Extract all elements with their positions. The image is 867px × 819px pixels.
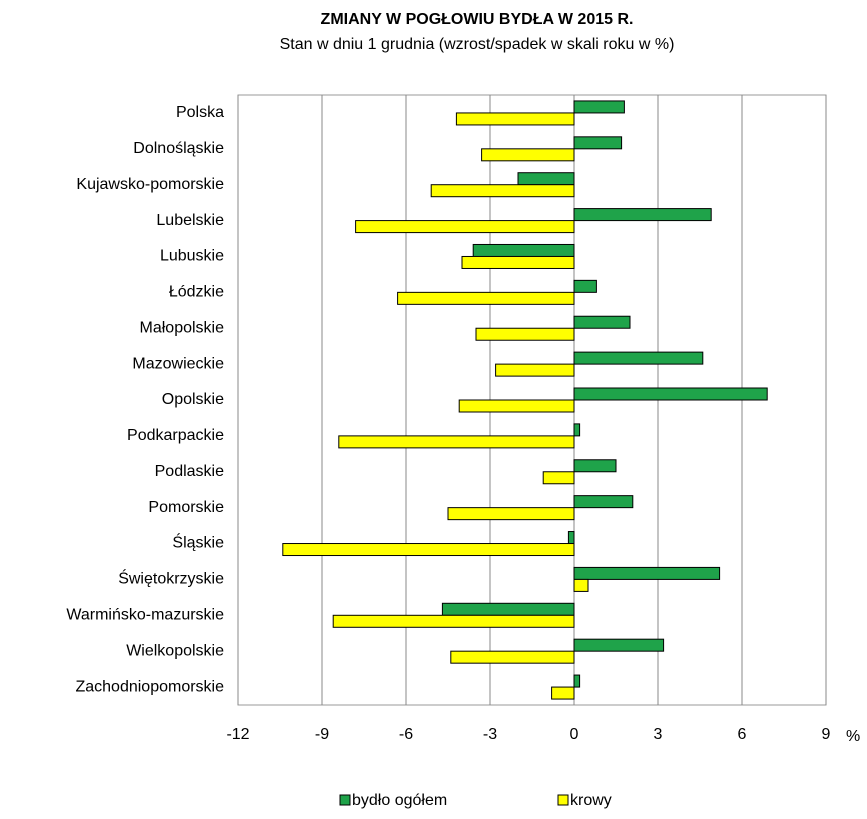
legend-label: krowy [570,792,612,809]
bar [495,363,575,377]
x-tick-label: -12 [226,726,249,743]
x-tick-label: 9 [822,726,831,743]
bar [573,136,623,150]
y-tick-label: Lubelskie [156,212,224,229]
x-tick-label: 6 [738,726,747,743]
legend-swatch [339,794,351,806]
bar [450,650,575,664]
bar [282,543,575,557]
legend-swatch [557,794,569,806]
bar [573,351,704,365]
bar [455,112,575,126]
bar [517,172,575,186]
bar [573,578,589,592]
bar [441,602,575,616]
bar [447,507,575,521]
bar [567,531,575,545]
x-tick-label: -6 [399,726,413,743]
x-tick-label: 0 [570,726,579,743]
bar [551,686,575,700]
bar [542,471,575,485]
y-tick-label: Dolnośląskie [133,140,224,157]
bar [573,423,581,437]
bar [338,435,575,449]
bar [430,184,575,198]
bar [573,315,631,329]
bar [573,279,597,293]
y-tick-label: Podlaskie [155,463,224,480]
bar [332,614,575,628]
bar [573,387,768,401]
y-tick-label: Śląskie [172,533,224,552]
y-tick-label: Świętokrzyskie [118,569,224,588]
y-tick-label: Wielkopolskie [126,642,224,659]
y-tick-label: Łódzkie [169,284,224,301]
chart-subtitle: Stan w dniu 1 grudnia (wzrost/spadek w s… [280,36,675,53]
bar [573,674,581,688]
y-tick-label: Zachodniopomorskie [75,678,224,695]
y-tick-label: Podkarpackie [127,427,224,444]
bar [481,148,575,162]
bar [355,220,575,234]
x-tick-label: -9 [315,726,329,743]
x-tick-label: 3 [654,726,663,743]
bar [573,459,617,473]
bar [461,255,575,269]
y-tick-label: Polska [176,104,224,121]
legend-label: bydło ogółem [352,792,447,809]
chart-title: ZMIANY W POGŁOWIU BYDŁA W 2015 R. [321,11,634,28]
bar [573,566,721,580]
y-tick-label: Małopolskie [140,319,225,336]
y-tick-label: Kujawsko-pomorskie [76,176,224,193]
y-tick-label: Lubuskie [160,248,224,265]
x-tick-label: -3 [483,726,497,743]
bar [397,291,575,305]
bar [573,100,625,114]
bar [472,243,575,257]
y-tick-label: Warmińsko-mazurskie [66,607,224,624]
bar [475,327,575,341]
y-tick-label: Mazowieckie [132,355,224,372]
y-tick-label: Pomorskie [148,499,224,516]
bar [573,638,665,652]
bar [458,399,575,413]
x-axis-unit: % [846,728,860,745]
y-tick-label: Opolskie [162,391,224,408]
bar [573,495,634,509]
bar [573,208,712,222]
